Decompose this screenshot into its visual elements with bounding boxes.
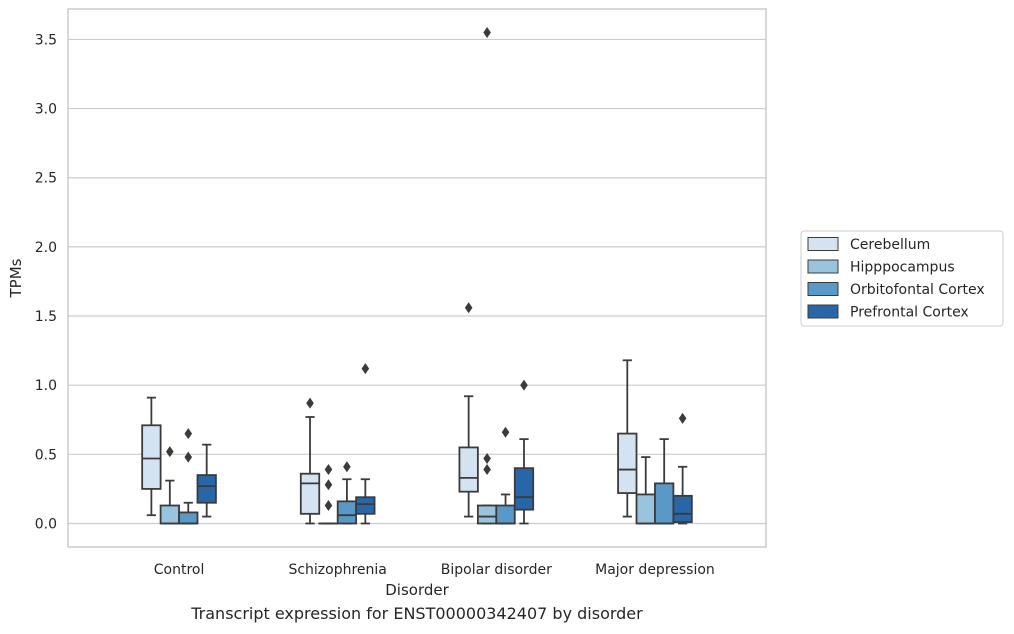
outlier-point (343, 461, 351, 473)
box-body (635, 493, 656, 525)
box-body (299, 472, 321, 515)
box-body (355, 496, 376, 515)
outlier-point (501, 426, 510, 438)
outlier-point (483, 452, 491, 464)
box-body (196, 474, 217, 504)
box-hipppocampus (159, 446, 180, 525)
box-body (159, 504, 180, 525)
x-tick-label: Bipolar disorder (441, 562, 552, 578)
y-axis-label: TPMs (7, 258, 25, 298)
box-body (672, 494, 693, 524)
outlier-point (678, 412, 687, 424)
y-axis-ticks: 0.0 0.5 1.0 1.5 2.0 2.5 3.0 3.5 (35, 32, 57, 532)
legend-label: Hipppocampus (850, 260, 955, 276)
y-tick-label: 3.0 (35, 102, 57, 118)
box-orbitofontal-cortex (495, 426, 516, 525)
outlier-point (483, 27, 491, 39)
figure-caption: Transcript expression for ENST0000034240… (191, 604, 643, 623)
legend-swatch (807, 259, 839, 274)
outlier-point (483, 464, 491, 476)
x-axis-label: Disorder (385, 581, 449, 599)
plot-area (68, 9, 766, 547)
legend-label: Prefrontal Cortex (850, 305, 969, 321)
box-hipppocampus (318, 464, 339, 525)
outlier-point (520, 379, 528, 391)
legend-frame (800, 230, 1004, 327)
outlier-point (464, 302, 473, 314)
y-tick-label: 1.0 (35, 378, 57, 394)
outlier-point (361, 363, 370, 375)
box-cerebellum (141, 396, 162, 517)
y-tick-label: 2.0 (35, 240, 57, 256)
y-tick-label: 3.5 (35, 32, 57, 48)
box-cerebellum (299, 397, 321, 525)
legend-label: Cerebellum (850, 237, 930, 253)
outlier-point (324, 500, 333, 512)
y-gridlines (68, 38, 766, 525)
box-prefrontal-cortex (513, 379, 535, 525)
y-tick-label: 0.0 (35, 516, 57, 532)
box-body (617, 432, 638, 494)
outlier-point (166, 446, 174, 458)
box-body (141, 424, 162, 490)
x-tick-label: Schizophrenia (288, 562, 386, 578)
y-tick-label: 2.5 (35, 171, 57, 187)
y-tick-label: 1.5 (35, 309, 57, 325)
box-body (336, 500, 358, 525)
box-body (458, 446, 479, 493)
outlier-point (184, 451, 193, 463)
x-axis-ticks: Control Schizophrenia Bipolar disorder Majo… (154, 562, 715, 578)
outlier-point (306, 397, 314, 409)
outlier-point (184, 428, 193, 440)
box-cerebellum (458, 302, 479, 518)
x-tick-label: Control (154, 562, 205, 578)
box-orbitofontal-cortex (336, 461, 358, 525)
box-body (178, 511, 199, 525)
box-body (476, 504, 498, 525)
box-body (654, 482, 675, 525)
legend-swatch (807, 282, 839, 296)
y-tick-label: 0.5 (35, 447, 57, 463)
outlier-point (324, 479, 333, 491)
box-orbitofontal-cortex (178, 428, 199, 525)
legend-swatch (807, 237, 839, 251)
x-tick-label: Major depression (595, 562, 715, 578)
box-body (495, 504, 516, 525)
plot-frame (67, 8, 767, 548)
box-cerebellum (617, 359, 638, 518)
box-layer (141, 27, 693, 525)
legend-label: Orbitofontal Cortex (850, 282, 985, 298)
box-body (513, 467, 535, 511)
legend-swatch (807, 304, 839, 319)
legend: Cerebellum Hipppocampus Orbitofontal Corte… (800, 230, 1004, 327)
box-prefrontal-cortex (196, 443, 217, 518)
outlier-point (324, 464, 333, 476)
box-prefrontal-cortex (672, 412, 693, 525)
box-prefrontal-cortex (355, 363, 376, 525)
